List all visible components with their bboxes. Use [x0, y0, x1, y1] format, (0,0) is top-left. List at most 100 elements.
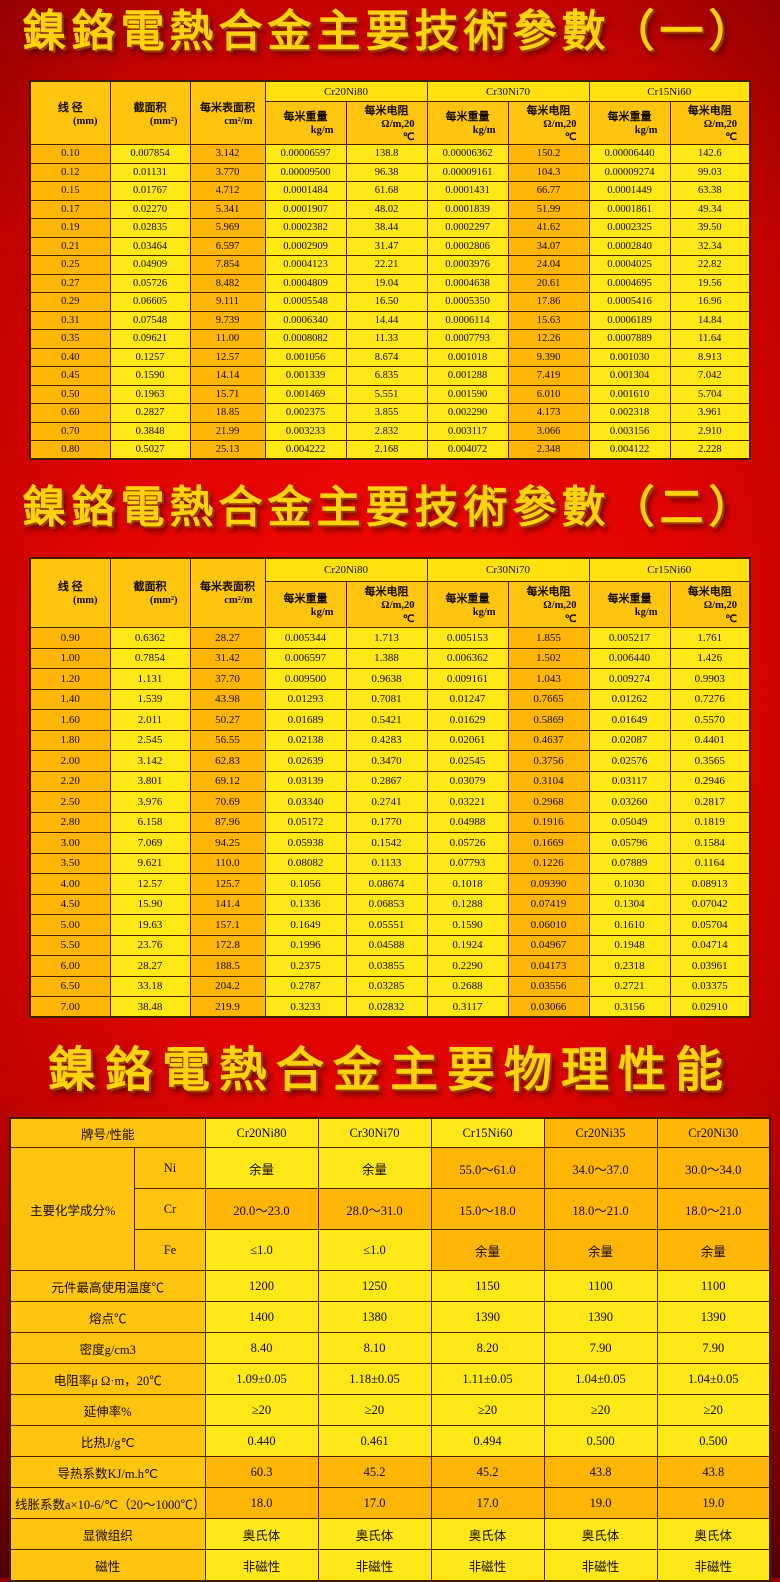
table-row: 比热J/g℃ 0.440 0.461 0.494 0.500 0.500 [9, 1425, 771, 1458]
cell: 0.006440 [588, 647, 671, 670]
cell: 38.48 [109, 996, 191, 1018]
cell: 21.99 [189, 421, 266, 442]
col-header-resistance: 每米电阻 Ω/m,20 ℃ [669, 100, 751, 146]
cell: 17.0 [317, 1487, 432, 1520]
cell: 0.06010 [507, 914, 590, 936]
cell: 48.02 [345, 199, 428, 220]
cell: 0.00006362 [426, 144, 509, 164]
cell: 0.03139 [264, 770, 347, 793]
cell: 0.007854 [109, 144, 191, 164]
cell: 0.40 [29, 347, 111, 368]
row-label: 比热J/g℃ [9, 1425, 206, 1458]
cell: 余量 [656, 1229, 771, 1272]
cell: 0.0006340 [264, 310, 347, 331]
table-row: 5.50 23.76 172.8 0.1996 0.04588 0.1924 0.04967… [29, 934, 751, 957]
cell: 0.001288 [426, 366, 509, 386]
col-header-surface-area: 每米表面积 cm²/m [189, 80, 266, 146]
table-row: 0.50 0.1963 15.71 0.001469 5.551 0.001590 6.01… [29, 384, 751, 405]
cell: 0.1610 [588, 914, 671, 936]
alloy-group-header: Cr30Ni70 [426, 80, 590, 102]
cell: 0.1164 [669, 852, 751, 875]
table-row: 0.19 0.02835 5.969 0.0002382 38.44 0.0002297 4… [29, 218, 751, 238]
cell: 0.90 [29, 627, 111, 649]
cell: 0.60 [29, 403, 111, 423]
cell: 0.05796 [588, 832, 671, 854]
cell: 余量 [543, 1229, 658, 1272]
cell: 0.0006189 [588, 310, 671, 331]
cell: 2.80 [29, 811, 111, 834]
cell: 1.426 [669, 647, 751, 670]
cell: 0.1963 [109, 384, 191, 405]
cell: 0.01629 [426, 709, 509, 731]
cell: 0.02910 [669, 996, 751, 1018]
cell: 0.70 [29, 421, 111, 442]
col-header-label: 每米电阻 [364, 104, 409, 117]
cell: 0.03340 [264, 791, 347, 813]
cell: 0.0002325 [588, 218, 671, 238]
cell: 2.832 [345, 421, 428, 442]
col-header-unit: kg/m [634, 606, 658, 618]
cell: 0.1336 [264, 893, 347, 916]
cell: 45.2 [430, 1456, 545, 1489]
cell: 非磁性 [204, 1549, 319, 1582]
cell: 2.910 [669, 421, 751, 442]
col-header-label: 每米重量 [283, 111, 328, 124]
page-title-3: 鎳鉻電熱合金主要物理性能 [47, 1042, 732, 1099]
cell: 219.9 [189, 996, 266, 1018]
cell: 非磁性 [656, 1549, 771, 1582]
cell: 0.0001484 [264, 181, 347, 201]
cell: 0.05049 [588, 811, 671, 834]
cell: 0.12 [29, 162, 111, 183]
cell: 0.0001839 [426, 199, 509, 220]
cell: 8.482 [189, 273, 266, 294]
cell: 19.63 [109, 914, 191, 936]
cell: 0.7081 [345, 688, 428, 711]
alloy-group-header: Cr20Ni80 [264, 557, 428, 583]
table-row: 0.21 0.03464 6.597 0.0002909 31.47 0.0002806 3… [29, 236, 751, 257]
cell: 0.9638 [345, 668, 428, 690]
cell: 2.348 [507, 440, 590, 460]
cell: 4.50 [29, 893, 111, 916]
cell: 0.500 [543, 1425, 658, 1458]
cell: 7.90 [656, 1332, 771, 1365]
cell: 非磁性 [317, 1549, 432, 1582]
cell: 非磁性 [543, 1549, 658, 1582]
cell: 1390 [430, 1301, 545, 1334]
cell: 0.1590 [426, 914, 509, 936]
cell: 18.85 [189, 403, 266, 423]
cell: 43.8 [656, 1456, 771, 1489]
cell: 0.00009500 [264, 162, 347, 183]
cell: 1.713 [345, 627, 428, 649]
cell: 7.042 [669, 366, 751, 386]
cell: 12.57 [189, 347, 266, 368]
cell: 0.2946 [669, 770, 751, 793]
cell: 0.001339 [264, 366, 347, 386]
alloy-group-header: Cr15Ni60 [588, 80, 751, 102]
cell: 16.96 [669, 292, 751, 312]
cell: 0.006597 [264, 647, 347, 670]
cell: 0.03855 [345, 955, 428, 977]
cell: 0.35 [29, 329, 111, 349]
cell: 4.173 [507, 403, 590, 423]
cell: 6.50 [29, 975, 111, 998]
cell: 15.0～18.0 [430, 1188, 545, 1231]
cell: 18.0～21.0 [543, 1188, 658, 1231]
row-label: 熔点℃ [9, 1301, 206, 1334]
cell: 5.00 [29, 914, 111, 936]
col-header-unit: Ω/m,20 ℃ [381, 600, 415, 625]
cell: 14.84 [669, 310, 751, 331]
cell: 0.1288 [426, 893, 509, 916]
col-header-unit: cm²/m [224, 595, 253, 607]
cell: 63.38 [669, 181, 751, 201]
cell: 19.0 [656, 1487, 771, 1520]
cell: 1100 [543, 1270, 658, 1303]
cell: ≤1.0 [204, 1229, 319, 1272]
cell: 0.1649 [264, 914, 347, 936]
cell: 49.34 [669, 199, 751, 220]
cell: 0.006362 [426, 647, 509, 670]
cell: 0.07419 [507, 893, 590, 916]
table-row: 1.00 0.7854 31.42 0.006597 1.388 0.006362 1.50… [29, 647, 751, 670]
cell: 3.801 [109, 770, 191, 793]
cell: 0.5027 [109, 440, 191, 460]
cell: ≥20 [204, 1394, 319, 1427]
